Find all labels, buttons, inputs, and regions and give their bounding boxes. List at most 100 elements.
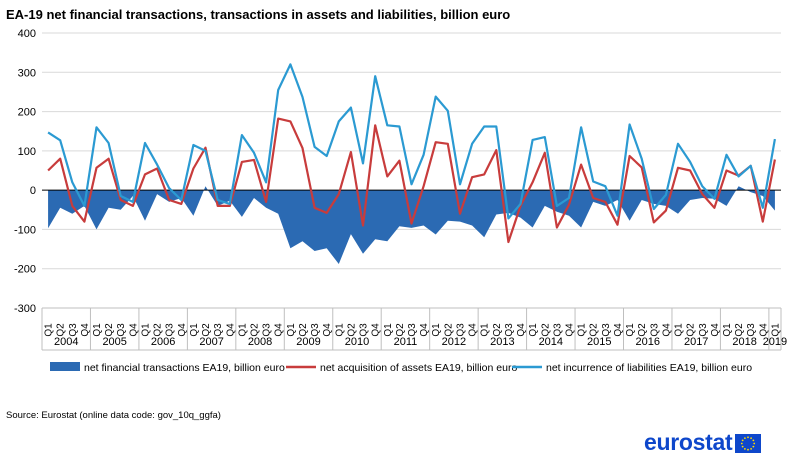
- x-tick-label: Q2: [298, 323, 309, 337]
- year-label: 2012: [442, 336, 466, 348]
- x-tick-label: Q2: [395, 323, 406, 337]
- flag-star-icon: [752, 439, 755, 442]
- year-label: 2010: [345, 336, 369, 348]
- x-tick-label: Q2: [589, 323, 600, 337]
- x-tick-label: Q3: [698, 323, 709, 337]
- eurostat-logo: eurostat: [644, 429, 762, 456]
- legend-label: net financial transactions EA19, billion…: [84, 362, 285, 374]
- x-tick-label: Q3: [116, 323, 127, 337]
- x-tick-label: Q4: [468, 323, 479, 337]
- x-tick-label: Q3: [213, 323, 224, 337]
- flag-star-icon: [742, 439, 744, 442]
- x-tick-label: Q4: [80, 323, 91, 337]
- x-tick-label: Q4: [322, 323, 333, 337]
- legend-label: net incurrence of liabilities EA19, bill…: [546, 362, 752, 374]
- area-series: [48, 186, 775, 264]
- x-tick-label: Q1: [528, 323, 539, 337]
- x-tick-label: Q2: [492, 323, 503, 337]
- y-tick-label: 0: [30, 185, 36, 197]
- x-tick-label: Q2: [104, 323, 115, 337]
- x-tick-label: Q4: [177, 323, 188, 337]
- x-tick-label: Q4: [613, 323, 624, 337]
- x-tick-label: Q3: [746, 323, 757, 337]
- x-tick-label: Q4: [661, 323, 672, 337]
- flag-star-icon: [752, 445, 755, 448]
- x-tick-label: Q1: [334, 323, 345, 337]
- x-tick-label: Q3: [407, 323, 418, 337]
- x-tick-label: Q2: [250, 323, 261, 337]
- y-tick-label: -200: [14, 264, 36, 276]
- x-tick-label: Q3: [68, 323, 79, 337]
- year-label: 2018: [732, 336, 756, 348]
- x-tick-label: Q3: [649, 323, 660, 337]
- flag-star-icon: [744, 437, 747, 440]
- legend-label: net acquisition of assets EA19, billion …: [320, 362, 517, 374]
- x-tick-label: Q2: [686, 323, 697, 337]
- x-tick-label: Q2: [346, 323, 357, 337]
- logo-text: eurostat: [644, 429, 733, 455]
- line-series: [47, 63, 776, 244]
- x-tick-label: Q1: [770, 323, 781, 337]
- x-tick-label: Q4: [419, 323, 430, 337]
- year-label: 2008: [248, 336, 272, 348]
- x-tick-label: Q3: [310, 323, 321, 337]
- x-tick-label: Q1: [189, 323, 200, 337]
- x-tick-label: Q1: [383, 323, 394, 337]
- source-note: Source: Eurostat (online data code: gov_…: [6, 410, 221, 421]
- x-axis: Q1 Q2 Q3 Q4 Q1 Q2 Q3 Q4 Q1 Q2 Q3 Q4 Q1 Q2 Q3 Q4 Q1 Q2 Q3 Q4…: [41, 307, 787, 351]
- flag-star-icon: [742, 445, 744, 448]
- legend-swatch-area: [50, 362, 80, 371]
- flag-star-icon: [753, 442, 756, 445]
- x-tick-label: Q2: [443, 323, 454, 337]
- flag-star-icon: [750, 437, 753, 440]
- x-tick-label: Q3: [165, 323, 176, 337]
- x-tick-label: Q3: [504, 323, 515, 337]
- year-label: 2004: [54, 336, 78, 348]
- year-label: 2009: [296, 336, 320, 348]
- x-tick-label: Q4: [274, 323, 285, 337]
- y-tick-label: -100: [14, 224, 36, 236]
- year-label: 2017: [684, 336, 708, 348]
- year-label: 2011: [394, 336, 418, 348]
- y-tick-label: 100: [18, 146, 36, 158]
- x-tick-label: Q1: [577, 323, 588, 337]
- year-label: 2016: [635, 336, 659, 348]
- x-tick-label: Q3: [359, 323, 370, 337]
- line-net-incurrence-liabilities: [47, 63, 776, 220]
- x-tick-label: Q1: [431, 323, 442, 337]
- x-tick-label: Q4: [225, 323, 236, 337]
- flag-star-icon: [747, 436, 750, 439]
- x-tick-label: Q2: [734, 323, 745, 337]
- x-tick-label: Q4: [710, 323, 721, 337]
- flag-star-icon: [744, 447, 747, 450]
- x-tick-label: Q2: [153, 323, 164, 337]
- eu-flag-icon: [735, 434, 762, 453]
- x-tick-label: Q4: [516, 323, 527, 337]
- x-tick-label: Q1: [625, 323, 636, 337]
- y-axis: -300 -200 -100 0 100 200 300 400: [14, 28, 36, 315]
- x-tick-label: Q4: [758, 323, 769, 337]
- x-tick-label: Q1: [92, 323, 103, 337]
- year-label: 2006: [151, 336, 175, 348]
- year-label: 2014: [539, 336, 563, 348]
- line-net-acquisition-assets: [47, 117, 776, 244]
- y-tick-label: 300: [18, 67, 36, 79]
- flag-star-icon: [747, 448, 750, 451]
- y-tick-label: 200: [18, 107, 36, 119]
- x-tick-label: Q1: [237, 323, 248, 337]
- x-tick-label: Q3: [455, 323, 466, 337]
- x-tick-label: Q3: [601, 323, 612, 337]
- flag-star-icon: [750, 447, 753, 450]
- x-tick-label: Q2: [56, 323, 67, 337]
- year-label: 2019: [763, 336, 787, 348]
- x-tick-label: Q2: [540, 323, 551, 337]
- legend: net financial transactions EA19, billion…: [50, 362, 752, 374]
- x-tick-label: Q1: [722, 323, 733, 337]
- x-tick-label: Q3: [262, 323, 273, 337]
- year-label: 2007: [199, 336, 223, 348]
- y-tick-label: -300: [14, 303, 36, 315]
- x-tick-label: Q1: [44, 323, 55, 337]
- x-tick-label: Q4: [564, 323, 575, 337]
- x-tick-label: Q1: [480, 323, 491, 337]
